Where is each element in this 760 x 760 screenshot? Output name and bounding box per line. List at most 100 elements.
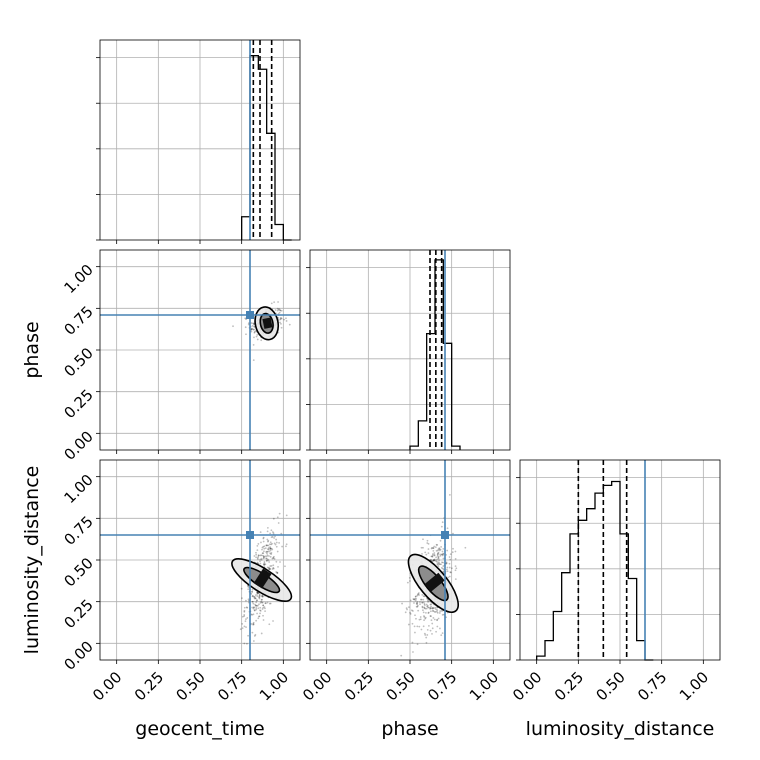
sample-point: [413, 598, 416, 601]
sample-point: [253, 635, 256, 637]
sample-point: [401, 602, 403, 605]
sample-point: [433, 545, 436, 548]
sample-point: [427, 599, 430, 602]
sample-point: [252, 328, 255, 331]
sample-point: [436, 609, 439, 611]
sample-point: [412, 651, 414, 653]
sample-point: [439, 627, 441, 630]
sample-point: [251, 588, 254, 591]
sample-point: [283, 318, 286, 321]
sample-point: [266, 566, 269, 569]
sample-point: [446, 570, 449, 573]
sample-point: [262, 536, 265, 539]
sample-point: [432, 559, 435, 562]
sample-point: [277, 308, 280, 311]
sample-point: [255, 556, 257, 559]
sample-point: [263, 547, 266, 550]
sample-point: [454, 550, 457, 553]
sample-point: [409, 580, 411, 582]
sample-point: [454, 578, 457, 580]
sample-point: [416, 643, 419, 646]
sample-point: [280, 309, 283, 312]
sample-point: [254, 594, 257, 597]
sample-point: [420, 546, 423, 549]
sample-point: [434, 606, 437, 609]
sample-point: [255, 604, 257, 607]
histogram-geocent-time-panel: [96, 39, 301, 244]
sample-point: [271, 531, 274, 533]
sample-point: [246, 606, 249, 609]
sample-point: [256, 599, 258, 602]
sample-point: [454, 557, 457, 560]
sample-point: [256, 604, 259, 607]
sample-point: [253, 597, 256, 600]
sample-point: [425, 553, 428, 556]
sample-point: [430, 615, 432, 618]
sample-point: [267, 566, 270, 569]
sample-point: [441, 553, 443, 556]
sample-point: [278, 512, 281, 515]
density-layer: [231, 512, 293, 645]
sample-point: [429, 603, 432, 606]
sample-point: [428, 606, 430, 609]
sample-point: [260, 557, 263, 560]
sample-point: [437, 556, 440, 559]
sample-point: [445, 568, 448, 571]
sample-point: [433, 554, 436, 557]
sample-point: [430, 605, 432, 608]
sample-point: [433, 553, 436, 556]
sample-point: [427, 625, 430, 627]
sample-point: [413, 625, 416, 628]
sample-point: [257, 554, 260, 557]
sample-point: [264, 563, 267, 566]
sample-point: [243, 613, 246, 616]
histogram-phase-panel: [306, 249, 511, 454]
sample-point: [266, 601, 269, 604]
sample-point: [407, 623, 410, 626]
sample-point: [439, 539, 442, 542]
sample-point: [271, 535, 274, 538]
sample-point: [280, 322, 282, 325]
sample-point: [418, 618, 421, 621]
sample-point: [280, 317, 283, 320]
sample-point: [413, 598, 416, 601]
sample-point: [252, 613, 255, 616]
sample-point: [269, 549, 272, 552]
sample-point: [268, 568, 271, 571]
sample-point: [421, 606, 424, 609]
sample-point: [258, 594, 261, 597]
sample-point: [262, 606, 265, 609]
sample-point: [253, 331, 256, 334]
sample-point: [426, 605, 428, 608]
sample-point: [270, 553, 273, 555]
sample-point: [420, 598, 422, 601]
sample-point: [279, 318, 282, 321]
sample-point: [424, 634, 427, 636]
sample-point: [269, 565, 272, 567]
sample-point: [439, 548, 442, 551]
sample-point: [414, 614, 416, 617]
histogram-luminosity-distance-panel: [516, 459, 721, 664]
sample-point: [450, 567, 453, 570]
sample-point: [250, 322, 253, 324]
sample-point: [435, 543, 438, 546]
sample-point: [268, 543, 271, 546]
sample-point: [423, 615, 425, 617]
sample-point: [257, 617, 260, 620]
histogram-step-line: [409, 259, 461, 450]
sample-point: [454, 565, 457, 568]
sample-point: [245, 626, 247, 629]
sample-point: [448, 575, 451, 578]
sample-point: [266, 558, 269, 561]
sample-point: [266, 554, 269, 557]
sample-point: [262, 604, 265, 607]
sample-point: [266, 552, 268, 555]
sample-point: [449, 571, 452, 574]
sample-point: [423, 632, 426, 635]
sample-point: [427, 552, 430, 554]
sample-point: [414, 631, 416, 634]
sample-point: [269, 602, 272, 605]
sample-point: [232, 325, 234, 328]
sample-point: [432, 606, 434, 609]
sample-point: [411, 641, 414, 644]
